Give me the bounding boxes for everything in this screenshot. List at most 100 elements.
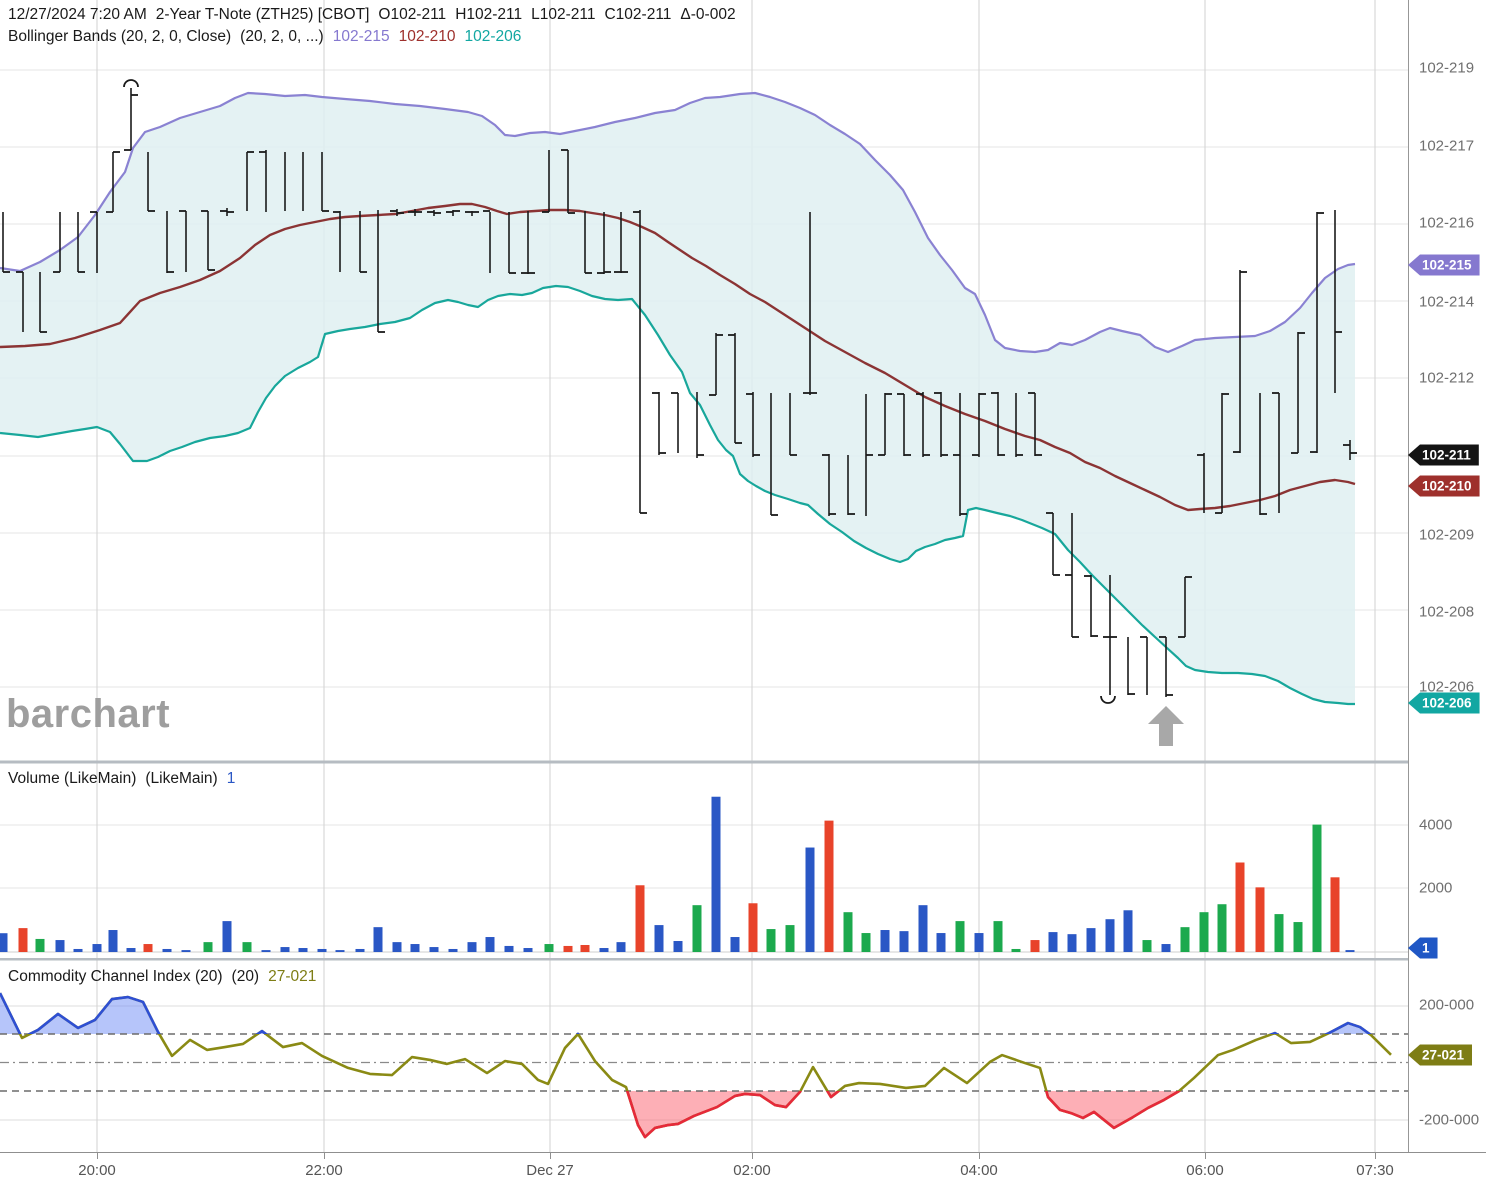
bollinger-lower-line	[0, 284, 1355, 706]
time-axis-label: 04:00	[960, 1162, 998, 1179]
volume-bar	[635, 885, 645, 952]
volume-bar	[448, 948, 458, 952]
panel-divider	[0, 958, 1486, 961]
time-axis[interactable]: 20:00 22:00 Dec 27 02:00 04:00 06:00 07:30	[0, 1152, 1486, 1191]
price-axis-column[interactable]: 102-219 102-217 102-216 102-214 102-212 102-2…	[1408, 0, 1486, 1152]
volume-bar	[92, 944, 102, 952]
bollinger-band-fill	[0, 93, 1355, 704]
volume-bar	[993, 921, 1003, 952]
volume-bar	[1123, 910, 1133, 952]
volume-bar	[599, 948, 609, 952]
volume-bar	[18, 928, 28, 952]
volume-bar	[1161, 944, 1171, 952]
volume-bar	[317, 948, 327, 952]
volume-bar	[580, 944, 590, 952]
volume-bar	[730, 937, 740, 952]
volume-bar	[843, 912, 853, 952]
volume-bar	[1180, 927, 1190, 952]
price-badge: 102-206	[1408, 692, 1480, 714]
volume-bar	[0, 933, 8, 952]
price-badge: 102-210	[1408, 475, 1480, 497]
bollinger-upper-line	[0, 91, 1356, 354]
volume-bar	[766, 929, 776, 952]
volume-bar	[392, 942, 402, 952]
volume-bar	[429, 947, 439, 952]
volume-bar	[1048, 932, 1058, 952]
volume-bar	[748, 903, 758, 952]
volume-bar	[355, 948, 365, 952]
volume-bar	[55, 940, 65, 952]
volume-bar	[563, 945, 573, 952]
price-volume-cci-chart[interactable]	[0, 0, 1486, 1152]
volume-bar	[1293, 922, 1303, 952]
volume-bar	[467, 942, 477, 952]
volume-bar	[1255, 887, 1265, 952]
volume-bar	[335, 950, 345, 952]
volume-bar	[1105, 919, 1115, 952]
price-axis-label: 102-217	[1419, 137, 1475, 155]
volume-bar	[410, 944, 420, 952]
volume-bar	[242, 942, 252, 952]
volume-bar	[1086, 928, 1096, 952]
volume-bar	[73, 948, 83, 952]
volume-bar	[899, 931, 909, 952]
volume-bar	[298, 948, 308, 952]
volume-bar	[692, 905, 702, 952]
volume-bar	[485, 937, 495, 952]
price-axis-label: 102-214	[1419, 293, 1475, 311]
volume-bar	[1345, 950, 1355, 952]
volume-bar	[1011, 948, 1021, 952]
volume-bar	[523, 948, 533, 952]
volume-bar	[1235, 862, 1245, 952]
price-axis-label: 102-216	[1419, 214, 1475, 232]
time-axis-label: 06:00	[1186, 1162, 1224, 1179]
time-axis-label: 22:00	[305, 1162, 343, 1179]
volume-bar	[126, 948, 136, 952]
time-axis-tick	[97, 1153, 98, 1159]
panel-divider	[0, 760, 1486, 764]
time-axis-label: 02:00	[733, 1162, 771, 1179]
time-axis-label: 20:00	[78, 1162, 116, 1179]
volume-bar	[373, 927, 383, 952]
time-axis-tick	[1205, 1153, 1206, 1159]
volume-bar	[544, 944, 554, 952]
volume-bar	[280, 947, 290, 952]
volume-bar	[181, 950, 191, 952]
volume-bar	[108, 930, 118, 952]
cci-line-below-lower	[625, 1091, 1182, 1139]
volume-bar	[1142, 940, 1152, 952]
volume-bar	[1217, 904, 1227, 952]
time-axis-label: 07:30	[1356, 1162, 1394, 1179]
price-axis-label: 102-219	[1419, 59, 1475, 77]
cci-last-badge: 27-021	[1408, 1044, 1473, 1066]
cci-axis-label: -200-000	[1419, 1111, 1480, 1129]
time-axis-tick	[1375, 1153, 1376, 1159]
time-axis-tick	[550, 1153, 551, 1159]
volume-bar	[861, 933, 871, 952]
volume-bar	[711, 796, 721, 952]
volume-bar	[936, 933, 946, 952]
volume-bar	[616, 942, 626, 952]
volume-bar	[222, 921, 232, 952]
volume-bar	[974, 933, 984, 952]
time-axis-label: Dec 27	[526, 1162, 574, 1179]
volume-bar	[1312, 824, 1322, 952]
volume-bar	[1067, 934, 1077, 952]
volume-bar	[1030, 940, 1040, 952]
price-badge: 102-215	[1408, 254, 1480, 276]
pattern-marker-top	[123, 79, 139, 88]
bollinger-middle-line	[0, 202, 1356, 512]
price-axis-label: 102-209	[1419, 526, 1475, 544]
pattern-marker-bottom	[1100, 695, 1116, 704]
volume-bar	[504, 945, 514, 952]
volume-bar	[880, 930, 890, 952]
volume-bar	[918, 905, 928, 952]
volume-bar	[143, 944, 153, 952]
volume-bar	[203, 942, 213, 952]
volume-bar	[805, 847, 815, 952]
volume-axis-label: 4000	[1419, 816, 1453, 834]
volume-axis-label: 2000	[1419, 879, 1453, 897]
volume-bar	[654, 925, 664, 952]
volume-bar	[1330, 877, 1340, 952]
price-axis-label: 102-206	[1419, 678, 1475, 696]
